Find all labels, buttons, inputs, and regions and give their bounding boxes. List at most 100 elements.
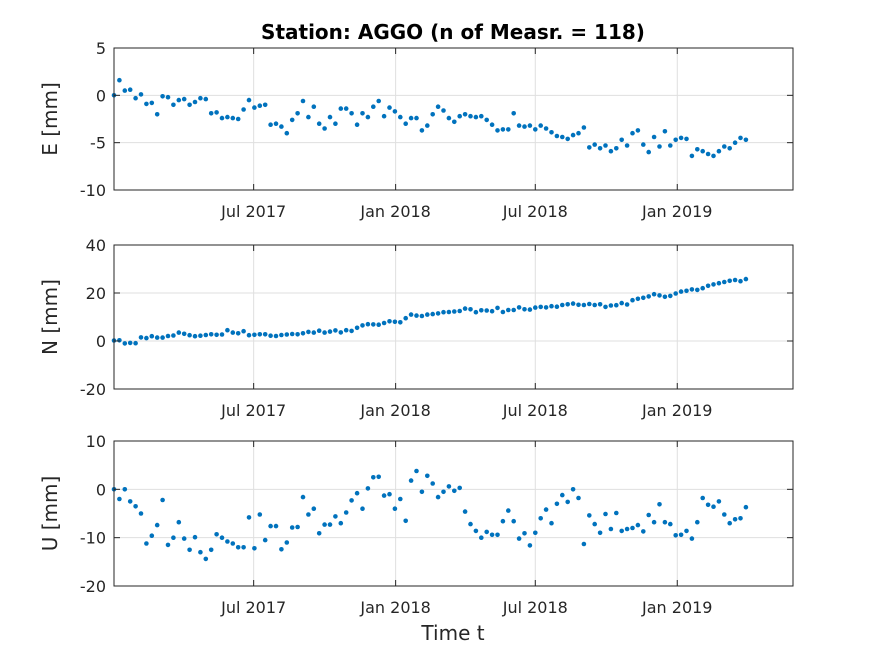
- data-point: [516, 536, 522, 541]
- data-point: [122, 487, 128, 492]
- data-point: [425, 312, 430, 317]
- data-point: [689, 287, 695, 292]
- data-point: [219, 332, 225, 337]
- data-point: [398, 496, 403, 502]
- data-point: [289, 117, 295, 123]
- data-point: [576, 130, 581, 136]
- data-point: [306, 114, 311, 120]
- data-point: [138, 92, 144, 97]
- x-tick-label: Jul 2018: [502, 401, 568, 420]
- data-point: [592, 142, 597, 147]
- data-point: [360, 111, 365, 116]
- data-point: [435, 494, 441, 500]
- data-point: [338, 330, 344, 335]
- data-point: [700, 285, 705, 291]
- data-point: [684, 528, 689, 534]
- data-point: [371, 322, 376, 327]
- data-point: [246, 515, 252, 520]
- data-point: [257, 512, 263, 517]
- data-point: [338, 520, 344, 526]
- data-point: [144, 541, 149, 546]
- data-point: [597, 530, 603, 536]
- data-point: [408, 312, 414, 317]
- x-tick-label: Jan 2018: [359, 401, 430, 420]
- data-point: [662, 129, 668, 134]
- x-tick-label: Jul 2018: [502, 598, 568, 617]
- data-point: [630, 525, 635, 531]
- data-point: [327, 114, 333, 120]
- data-point: [133, 340, 138, 346]
- data-point: [549, 520, 554, 526]
- data-point: [668, 293, 673, 299]
- data-point: [738, 278, 743, 284]
- data-point: [554, 304, 560, 310]
- x-tick-label: Jan 2018: [359, 202, 430, 221]
- data-point: [619, 528, 624, 534]
- data-point: [527, 123, 533, 128]
- data-point: [381, 320, 387, 326]
- data-point: [419, 489, 425, 495]
- data-point: [662, 519, 668, 525]
- data-point: [176, 97, 182, 103]
- data-point: [635, 296, 641, 302]
- data-point: [500, 309, 506, 315]
- data-point: [165, 94, 171, 100]
- data-point: [398, 114, 403, 120]
- data-point: [452, 488, 457, 494]
- data-point: [354, 325, 360, 331]
- data-point: [651, 291, 657, 297]
- data-point: [160, 335, 165, 340]
- data-point: [678, 289, 684, 294]
- data-point: [268, 523, 273, 529]
- data-point: [711, 282, 716, 287]
- data-point: [716, 280, 722, 286]
- data-point: [446, 484, 452, 489]
- data-point: [678, 135, 684, 141]
- data-point: [484, 308, 490, 313]
- data-point: [716, 499, 722, 504]
- data-point: [695, 147, 700, 152]
- data-point: [743, 504, 749, 510]
- data-point: [246, 97, 252, 103]
- data-point: [333, 121, 338, 126]
- y-tick-label: -10: [80, 181, 106, 200]
- data-point: [241, 107, 246, 112]
- data-point: [176, 519, 182, 525]
- data-point: [311, 330, 317, 335]
- data-point: [160, 497, 165, 503]
- data-point: [419, 313, 425, 319]
- data-point: [673, 137, 678, 143]
- data-point: [327, 329, 333, 334]
- data-point: [133, 504, 138, 509]
- data-point: [316, 328, 322, 334]
- data-point: [316, 121, 322, 126]
- data-point: [570, 487, 576, 492]
- data-point: [144, 335, 149, 341]
- data-point: [176, 330, 182, 335]
- data-point: [392, 319, 398, 325]
- data-point: [430, 311, 436, 317]
- data-point: [727, 520, 732, 526]
- data-point: [403, 315, 409, 321]
- y-tick-label: 0: [96, 332, 106, 351]
- x-axis-label: Time t: [420, 621, 484, 645]
- data-point: [262, 537, 268, 543]
- data-point: [214, 532, 219, 537]
- data-point: [468, 307, 473, 312]
- data-point: [614, 146, 619, 151]
- axes-box: [113, 47, 794, 191]
- x-tick-label: Jul 2017: [220, 202, 286, 221]
- plot-area: [114, 245, 793, 389]
- data-point: [316, 531, 322, 536]
- data-point: [495, 305, 500, 311]
- data-point: [349, 111, 354, 116]
- data-point: [365, 114, 371, 120]
- data-point: [533, 305, 538, 310]
- data-point: [138, 335, 144, 340]
- data-point: [371, 104, 376, 109]
- data-point: [387, 319, 392, 324]
- data-point: [473, 528, 479, 534]
- data-point: [435, 104, 441, 109]
- data-point: [462, 112, 468, 117]
